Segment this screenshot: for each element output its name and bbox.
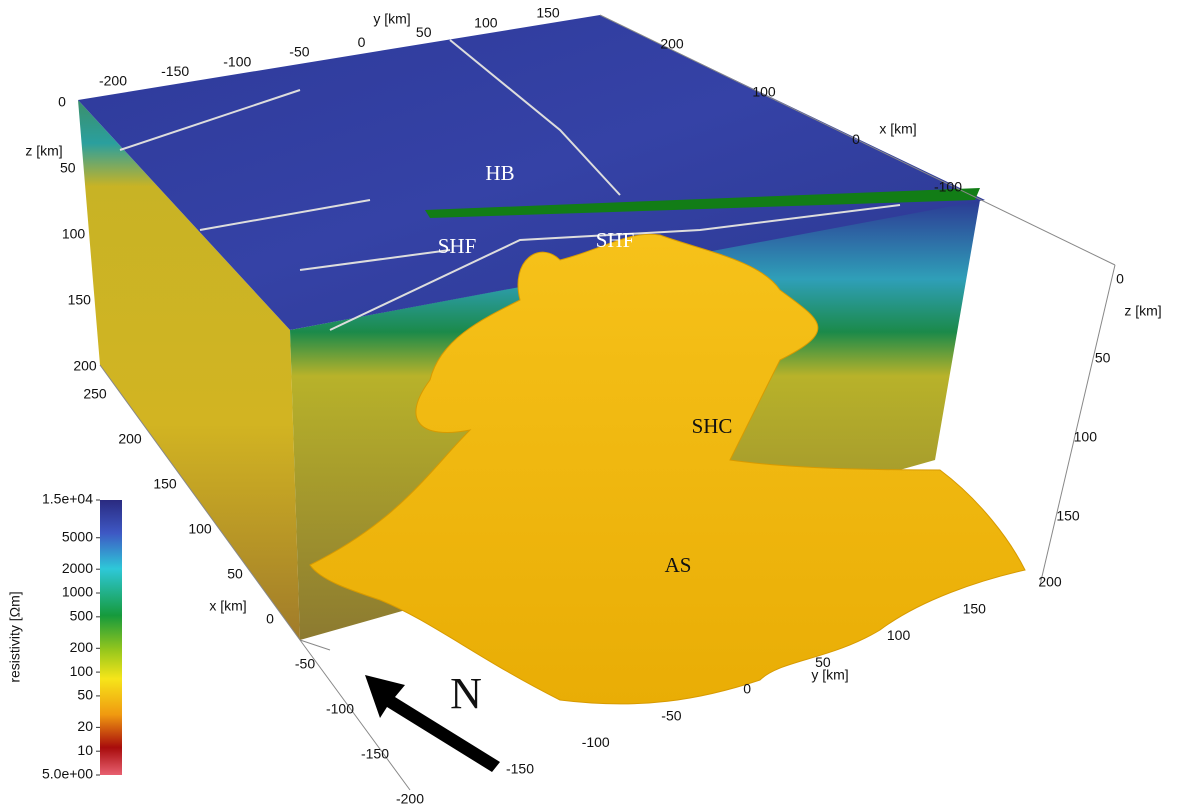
tick-label: 100 [474, 14, 498, 30]
tick-label: 100 [1074, 429, 1098, 445]
annotation: SHF [438, 234, 477, 258]
tick-label: 150 [1056, 508, 1080, 524]
tick-label: 0 [852, 131, 860, 147]
colorbar-tick-label: 20 [77, 718, 93, 734]
tick-label: 0 [358, 34, 366, 50]
fault-line [119, 89, 301, 151]
tick-label: 50 [60, 160, 76, 176]
annotation: SHC [692, 414, 733, 438]
tick-label: -100 [223, 53, 251, 69]
axis-label: z [km] [25, 143, 62, 159]
tick-label: 150 [963, 600, 987, 616]
north-label: N [450, 669, 482, 718]
tick-label: 200 [118, 431, 142, 447]
axis-label: x [km] [209, 598, 246, 614]
colorbar-tick-label: 1.5e+04 [42, 491, 93, 507]
faults [119, 39, 901, 331]
top-face [78, 15, 985, 330]
tick-label: 150 [153, 476, 177, 492]
tick-label: 0 [266, 611, 274, 627]
tick-label: 200 [1038, 574, 1062, 590]
tick-label: 200 [73, 358, 97, 374]
axis-label: z [km] [1124, 303, 1161, 319]
frame-line [299, 639, 331, 651]
tick-label: 150 [536, 5, 560, 21]
tick-label: -50 [295, 656, 315, 672]
frame-line [1039, 264, 1116, 586]
colorbar-label: resistivity [Ωm] [7, 591, 23, 682]
colorbar-tick-label: 5000 [62, 528, 93, 544]
tick-label: -100 [326, 701, 354, 717]
tick-label: -50 [289, 44, 309, 60]
colorbar-tick-label: 500 [70, 608, 94, 624]
colorbar-tick-label: 200 [70, 639, 94, 655]
tick-label: 100 [62, 226, 86, 242]
axis-label: y [km] [373, 11, 410, 27]
left-face [78, 100, 300, 640]
colorbar-tick-label: 2000 [62, 560, 93, 576]
tick-label: 50 [416, 24, 432, 40]
colorbar-tick-label: 10 [77, 742, 93, 758]
fault-strip [425, 188, 980, 218]
tick-label: 250 [83, 386, 107, 402]
model-block [78, 14, 1116, 791]
tick-label: 50 [815, 654, 831, 670]
axis-frame [99, 14, 1116, 791]
tick-label: -100 [582, 734, 610, 750]
colorbar [100, 500, 122, 775]
tick-label: 0 [58, 94, 66, 110]
tick-label: -150 [361, 746, 389, 762]
frame-line [599, 14, 1116, 266]
tick-label: -100 [934, 179, 962, 195]
tick-label: -150 [506, 761, 534, 777]
annotation: AS [665, 553, 692, 577]
annotation: HB [485, 161, 514, 185]
axis-label: x [km] [879, 121, 916, 137]
fault-line [299, 249, 451, 271]
tick-label: 100 [188, 521, 212, 537]
tick-label: 150 [68, 292, 92, 308]
fault-line [449, 39, 621, 196]
tick-label: -150 [161, 63, 189, 79]
colorbar-tick-label: 50 [77, 687, 93, 703]
tick-label: 50 [1095, 350, 1111, 366]
colorbar-tick-label: 5.0e+00 [42, 766, 93, 782]
north-arrow [365, 675, 500, 772]
tick-label: 100 [887, 627, 911, 643]
tick-label: -200 [396, 791, 424, 807]
tick-label: 0 [1116, 271, 1124, 287]
tick-label: -200 [99, 73, 127, 89]
fault-line [329, 204, 901, 331]
fault-line [199, 199, 371, 231]
colorbar-tick-label: 100 [70, 663, 94, 679]
colorbar-tick-label: 1000 [62, 584, 93, 600]
isosurface [309, 233, 1026, 705]
tick-label: 100 [752, 83, 776, 99]
tick-label: 50 [227, 566, 243, 582]
tick-label: 200 [660, 36, 684, 52]
tick-label: 0 [743, 681, 751, 697]
tick-label: -50 [661, 707, 681, 723]
annotation: SHF [596, 228, 635, 252]
axis-label: y [km] [811, 667, 848, 683]
